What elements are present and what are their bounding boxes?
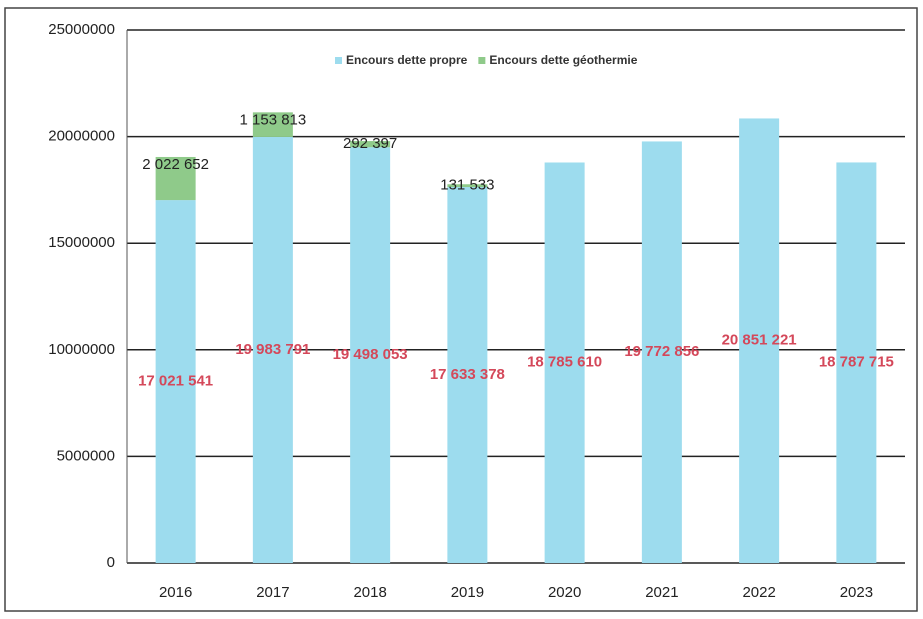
bar-segment [350,141,391,148]
data-label: 19 772 856 [624,343,699,360]
bar-segment [447,184,488,188]
x-tick-label: 2017 [256,584,289,601]
bar-segment [739,118,780,563]
data-label: 1 153 813 [240,111,307,128]
bar-segment [447,187,488,563]
bar-segment [836,162,877,563]
data-label: 19 983 791 [235,341,310,358]
y-tick-label: 10000000 [48,341,115,358]
x-tick-label: 2016 [159,584,192,601]
y-tick-label: 0 [107,554,115,571]
bar-segment [350,147,391,563]
data-label: 18 787 715 [819,354,894,371]
y-tick-label: 15000000 [48,234,115,251]
data-label: 17 021 541 [138,373,213,390]
data-label: 18 785 610 [527,354,602,371]
data-label: 292 397 [343,135,397,152]
x-tick-label: 2019 [451,584,484,601]
data-label: 20 851 221 [722,332,797,349]
x-tick-label: 2018 [353,584,386,601]
bar-segment [252,112,293,137]
legend-swatch [478,57,486,64]
bar-segment [544,162,585,564]
data-label: 17 633 378 [430,366,505,383]
bar-segment [155,200,196,563]
legend-label: Encours dette géothermie [489,53,637,67]
x-tick-label: 2020 [548,584,581,601]
y-tick-label: 20000000 [48,128,115,145]
y-tick-label: 25000000 [48,21,115,38]
data-label: 19 498 053 [333,346,408,363]
chart-frame [4,7,918,612]
data-label: 2 022 652 [142,156,209,173]
data-label: 131 533 [440,177,494,194]
y-tick-label: 5000000 [57,447,115,464]
legend-swatch [335,57,342,64]
x-tick-label: 2023 [840,584,873,601]
bar-segment [641,141,682,564]
legend-label: Encours dette propre [346,53,468,67]
x-tick-label: 2022 [742,584,775,601]
bar-segment [155,156,196,201]
bar-segment [252,136,293,564]
x-tick-label: 2021 [645,584,678,601]
